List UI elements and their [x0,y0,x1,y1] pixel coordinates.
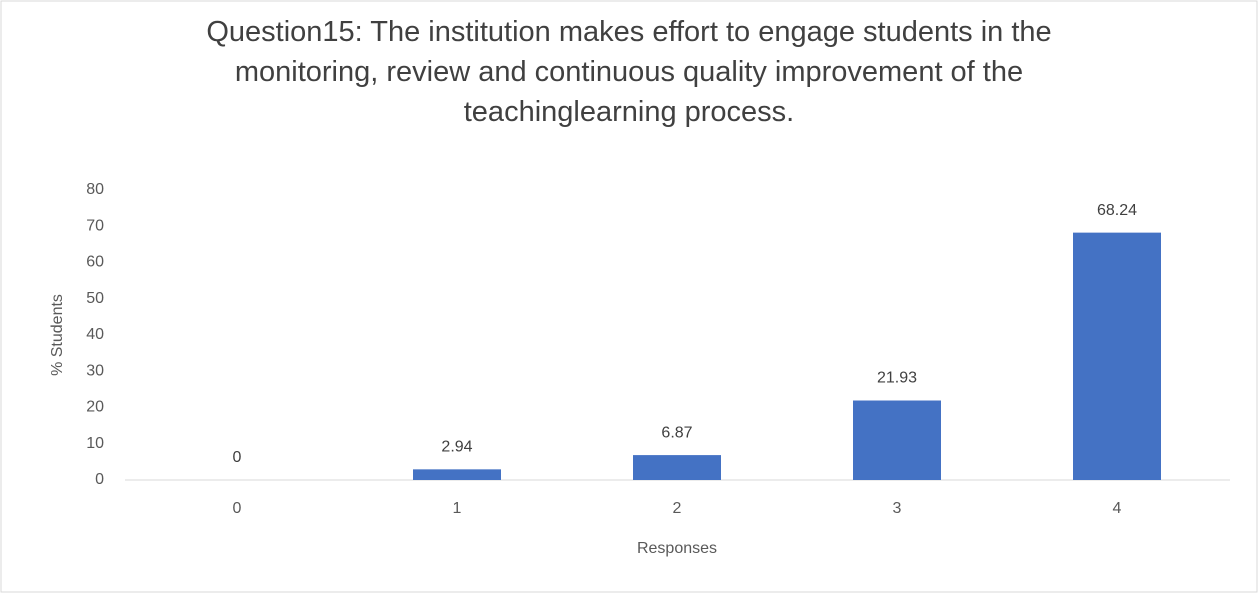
bar [413,469,501,480]
y-tick-label: 40 [86,326,104,343]
y-tick-label: 20 [86,399,104,416]
chart-title: Question15: The institution makes effort… [206,16,1052,128]
x-tick-label: 0 [233,500,242,517]
y-axis-label: % Students [49,294,66,376]
x-tick-label: 1 [453,500,462,517]
y-tick-label: 70 [86,217,104,234]
y-tick-label: 30 [86,362,104,379]
y-tick-label: 60 [86,254,104,271]
data-label: 21.93 [877,370,917,387]
y-tick-label: 10 [86,435,104,452]
bar [633,455,721,480]
x-tick-label: 3 [893,500,902,517]
y-tick-label: 0 [95,471,104,488]
data-label: 6.87 [661,424,692,441]
x-tick-label: 2 [673,500,682,517]
bar [853,400,941,480]
x-axis-label: Responses [637,540,717,557]
data-label: 0 [233,449,242,466]
y-tick-label: 80 [86,181,104,198]
bar [1073,232,1161,480]
data-label: 2.94 [441,439,472,456]
data-label: 68.24 [1097,202,1137,219]
y-tick-label: 50 [86,290,104,307]
x-tick-label: 4 [1113,500,1122,517]
